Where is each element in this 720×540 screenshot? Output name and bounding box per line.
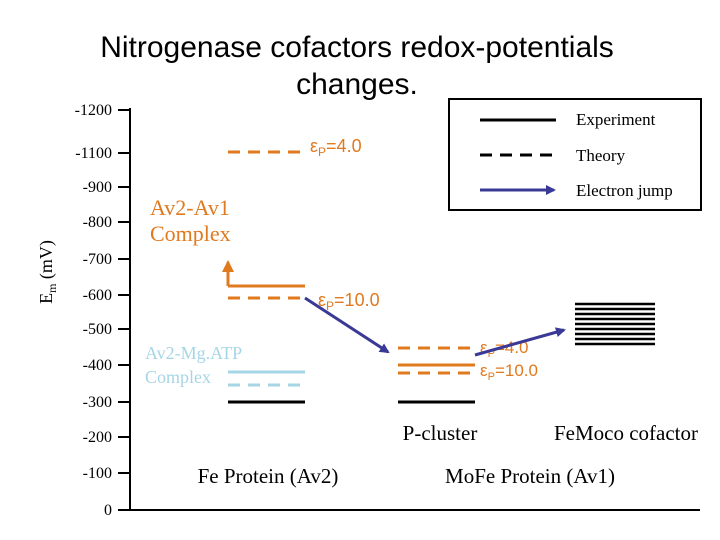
label-sub: P xyxy=(488,371,495,383)
y-tick-label: -800 xyxy=(83,214,112,231)
complex-label: Complex xyxy=(145,367,211,387)
label-part: ε xyxy=(480,338,488,357)
y-tick-label: -100 xyxy=(83,465,112,482)
epsilon-label: εP=4.0 xyxy=(310,136,362,159)
epsilon-label: εP=10.0 xyxy=(480,361,538,383)
label-part: ε xyxy=(310,136,318,156)
legend-box xyxy=(448,98,702,211)
y-ticks: -1200 -1100 -900 -800 -700 -600 -500 -400 -300 -2… xyxy=(75,102,130,519)
label-sub: m xyxy=(45,283,59,293)
title-line: Nitrogenase cofactors redox-potentials xyxy=(100,31,614,64)
y-tick-label: -900 xyxy=(83,179,112,196)
y-tick-label: -300 xyxy=(83,394,112,411)
cluster-label: P-cluster xyxy=(403,421,478,445)
electron-jump xyxy=(474,327,566,357)
complex-label: Complex xyxy=(150,221,231,246)
y-tick-label: -200 xyxy=(83,429,112,446)
epsilon-label: εP=10.0 xyxy=(318,290,380,313)
y-tick-label: -500 xyxy=(83,321,112,338)
label-part: ε xyxy=(318,290,326,310)
y-tick-label: -1100 xyxy=(75,145,112,162)
electron-jump xyxy=(304,296,390,354)
legend-label: Theory xyxy=(576,146,626,165)
y-axis-label: Em (mV) xyxy=(36,240,59,304)
label-part: ε xyxy=(480,361,488,380)
cluster-label: FeMoco cofactor xyxy=(554,421,698,445)
label-sub: P xyxy=(326,299,334,313)
legend-label: Experiment xyxy=(576,110,656,129)
label-part: =10.0 xyxy=(334,290,380,310)
y-tick-label: -600 xyxy=(83,287,112,304)
label-sub: P xyxy=(318,145,326,159)
label-sub: P xyxy=(488,348,495,360)
complex-label: Av2-Mg.ATP xyxy=(145,343,242,363)
y-tick-label: -1200 xyxy=(75,102,112,119)
label-part: =10.0 xyxy=(495,361,538,380)
label-part: E xyxy=(36,293,56,304)
label-part: (mV) xyxy=(36,240,57,284)
y-tick-label: 0 xyxy=(104,502,112,519)
complex-label: Av2-Av1 xyxy=(150,195,230,220)
y-tick-label: -400 xyxy=(83,357,112,374)
protein-label: MoFe Protein (Av1) xyxy=(445,464,615,488)
legend-label: Electron jump xyxy=(576,181,673,200)
title-line: changes. xyxy=(296,68,418,101)
protein-label: Fe Protein (Av2) xyxy=(198,464,339,488)
label-part: =4.0 xyxy=(326,136,362,156)
femoco-levels xyxy=(575,302,655,346)
y-tick-label: -700 xyxy=(83,251,112,268)
